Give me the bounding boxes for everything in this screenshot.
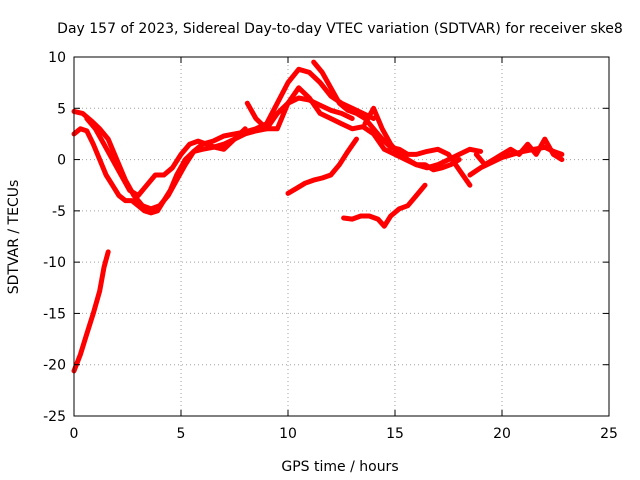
y-tick-label: 5: [57, 101, 66, 117]
y-tick-label: -15: [43, 306, 66, 322]
data-series-arc-1: [71, 249, 111, 374]
plot-frame: [73, 56, 610, 417]
data-series-arc-7: [362, 105, 462, 173]
x-tick-label: 5: [177, 426, 186, 442]
x-tick-label: 20: [493, 426, 511, 442]
axis-ticks: 0 5 10 15 20 25 -25 -20 -15 -10 -5 0 5 10: [43, 50, 618, 442]
y-tick-label: -5: [52, 204, 66, 220]
y-tick-label: -25: [43, 409, 66, 425]
x-tick-label: 10: [279, 426, 297, 442]
data-series-arc-3: [71, 66, 377, 212]
data-series-arc-5: [244, 85, 484, 171]
y-tick-label: 10: [48, 50, 66, 66]
x-axis-label: GPS time / hours: [281, 459, 398, 475]
data-series: [71, 59, 565, 374]
chart-title: Day 157 of 2023, Sidereal Day-to-day VTE…: [57, 21, 623, 37]
y-axis-label: SDTVAR / TECUs: [6, 180, 22, 295]
data-series-arc-11: [341, 182, 428, 229]
data-series-arc-9: [473, 136, 565, 168]
y-tick-label: -20: [43, 358, 66, 374]
x-tick-label: 25: [600, 426, 618, 442]
x-tick-label: 0: [70, 426, 79, 442]
data-series-arc-10: [285, 136, 359, 196]
x-tick-label: 15: [386, 426, 404, 442]
data-series-arc-6: [311, 59, 473, 188]
y-tick-label: 0: [57, 153, 66, 169]
data-series-arc-4: [84, 116, 248, 198]
y-tick-label: -10: [43, 255, 66, 271]
